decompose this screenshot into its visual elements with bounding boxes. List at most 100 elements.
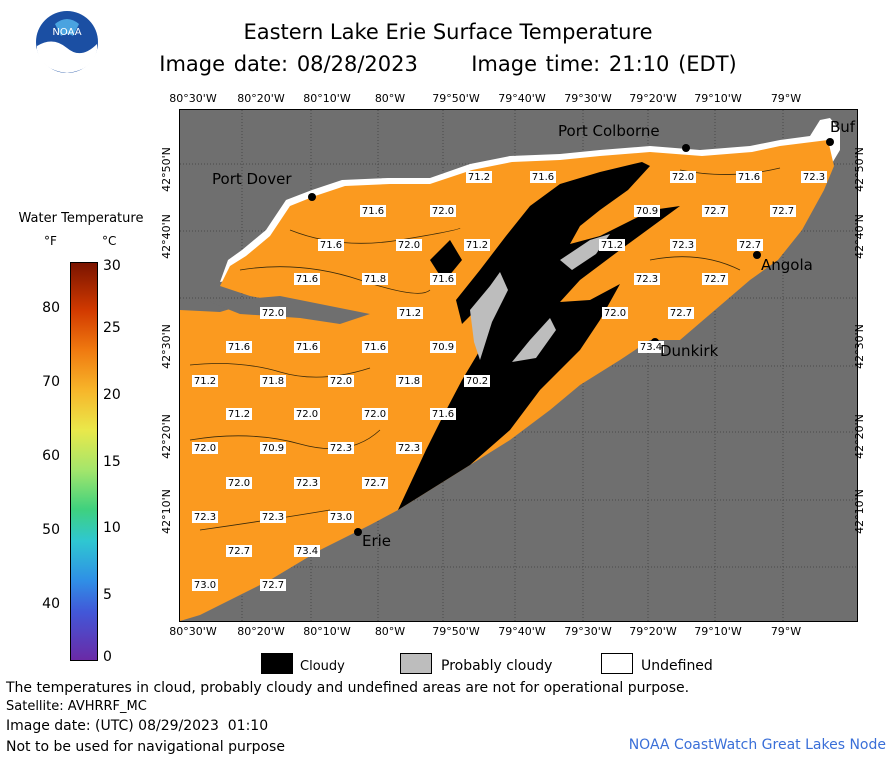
temperature-label: 71.6 — [430, 273, 456, 285]
temperature-label: 72.7 — [770, 205, 796, 217]
temperature-label: 71.8 — [260, 375, 286, 387]
lon-label: 79°W — [770, 92, 802, 105]
lon-label: 79°50'W — [432, 92, 480, 105]
temperature-label: 71.2 — [226, 408, 252, 420]
temperature-value: 72.3 — [330, 443, 352, 454]
noaa-logo-icon: NOAA — [36, 11, 98, 73]
temperature-label: 70.2 — [464, 375, 490, 387]
probably-cloudy-area — [470, 272, 508, 360]
lon-label: 80°30'W — [169, 625, 217, 638]
temperature-label: 72.3 — [328, 442, 354, 454]
temperature-value: 72.0 — [330, 376, 352, 387]
probably-cloudy-area-3 — [512, 318, 556, 362]
legend-swatch-undefined — [601, 653, 633, 674]
lon-label: 80°30'W — [169, 92, 217, 105]
temperature-value: 70.9 — [636, 206, 658, 217]
temperature-label: 72.3 — [801, 171, 827, 183]
temperature-label: 72.7 — [737, 239, 763, 251]
temperature-value: 71.2 — [228, 409, 250, 420]
colorbar-unit-f: °F — [44, 234, 57, 248]
temperature-value: 73.4 — [296, 546, 318, 557]
legend-swatch-cloudy — [261, 653, 293, 674]
lat-label: 42°10'N — [852, 489, 866, 534]
temperature-label: 72.0 — [294, 408, 320, 420]
lon-label: 79°40'W — [498, 92, 546, 105]
temperature-value: 71.6 — [432, 274, 454, 285]
lon-label: 80°20'W — [237, 625, 285, 638]
temperature-label: 71.2 — [599, 239, 625, 251]
lon-label: 79°20'W — [629, 625, 677, 638]
colorbar-tick-f: 80 — [42, 300, 60, 316]
lat-label: 42°40'N — [852, 214, 866, 259]
temperature-value: 71.6 — [362, 206, 384, 217]
colorbar-tick-f: 40 — [42, 596, 60, 612]
city-label-angola: Angola — [761, 256, 813, 274]
lat-label: 42°20'N — [852, 414, 866, 459]
temperature-value: 72.7 — [670, 308, 692, 319]
lat-label: 42°50'N — [159, 147, 173, 192]
colorbar-tick-f: 70 — [42, 374, 60, 390]
map-panel: 71.2 71.6 72.0 71.6 72.3 71.6 72.0 70.9 72.7 72.7… — [180, 110, 857, 621]
lat-label: 42°30'N — [852, 324, 866, 369]
lon-label: 80°W — [374, 92, 406, 105]
temperature-value: 72.7 — [262, 580, 284, 591]
temperature-label: 72.7 — [702, 205, 728, 217]
temperature-labels: 71.2 71.6 72.0 71.6 72.3 71.6 72.0 70.9 72.7 72.7… — [192, 171, 827, 591]
colorbar-tick-f: 50 — [42, 522, 60, 538]
temperature-label: 71.6 — [736, 171, 762, 183]
satellite-text: Satellite: AVHRRF_MC — [6, 699, 147, 714]
temperature-value: 71.6 — [738, 172, 760, 183]
lon-label: 79°20'W — [629, 92, 677, 105]
noaa-logo: NOAA — [35, 10, 99, 74]
lat-label: 42°10'N — [159, 489, 173, 534]
temperature-label: 71.6 — [360, 205, 386, 217]
temperature-value: 73.0 — [330, 512, 352, 523]
city-marker-buffalo — [826, 138, 834, 146]
colorbar-tick-c: 30 — [103, 258, 121, 274]
city-marker-angola — [753, 251, 761, 259]
temperature-label: 72.0 — [602, 307, 628, 319]
temperature-value: 72.7 — [772, 206, 794, 217]
temperature-label: 72.3 — [192, 511, 218, 523]
temperature-label: 71.6 — [226, 341, 252, 353]
temperature-label: 72.0 — [670, 171, 696, 183]
city-label-port-colborne: Port Colborne — [558, 122, 660, 140]
temperature-value: 71.6 — [296, 274, 318, 285]
temperature-value: 71.6 — [296, 342, 318, 353]
temperature-value: 72.7 — [228, 546, 250, 557]
lon-label: 79°30'W — [564, 625, 612, 638]
colorbar-tick-c: 25 — [103, 320, 121, 336]
colorbar-tick-c: 15 — [103, 454, 121, 470]
temperature-value: 72.0 — [672, 172, 694, 183]
utc-date-text: Image date: (UTC) 08/29/2023 01:10 — [6, 718, 269, 734]
temperature-value: 72.3 — [636, 274, 658, 285]
temperature-value: 72.0 — [432, 206, 454, 217]
colorbar-title: Water Temperature — [18, 211, 144, 226]
temperature-label: 72.0 — [430, 205, 456, 217]
temperature-label: 72.0 — [226, 477, 252, 489]
temperature-label: 73.4 — [638, 341, 664, 353]
temperature-value: 72.0 — [262, 308, 284, 319]
temperature-value: 72.0 — [398, 240, 420, 251]
cloud-area-2 — [430, 240, 462, 282]
temperature-value: 71.8 — [262, 376, 284, 387]
temperature-value: 70.9 — [262, 443, 284, 454]
temperature-value: 72.0 — [364, 409, 386, 420]
temperature-value: 70.2 — [466, 376, 488, 387]
lon-label: 80°10'W — [303, 92, 351, 105]
temperature-label: 71.6 — [362, 341, 388, 353]
legend-label-undefined: Undefined — [641, 658, 713, 674]
temperature-label: 71.6 — [318, 239, 344, 251]
lon-label: 79°50'W — [432, 625, 480, 638]
temperature-label: 73.0 — [192, 579, 218, 591]
temperature-label: 72.7 — [702, 273, 728, 285]
lon-label: 79°W — [770, 625, 802, 638]
image-time: Image time: 21:10 (EDT) — [471, 52, 737, 76]
colorbar-unit-c: °C — [102, 234, 117, 248]
temperature-value: 71.8 — [364, 274, 386, 285]
temperature-label: 73.0 — [328, 511, 354, 523]
temperature-value: 73.4 — [640, 342, 662, 353]
temperature-label: 72.0 — [328, 375, 354, 387]
city-marker-port-colborne — [682, 144, 690, 152]
temperature-value: 71.8 — [398, 376, 420, 387]
